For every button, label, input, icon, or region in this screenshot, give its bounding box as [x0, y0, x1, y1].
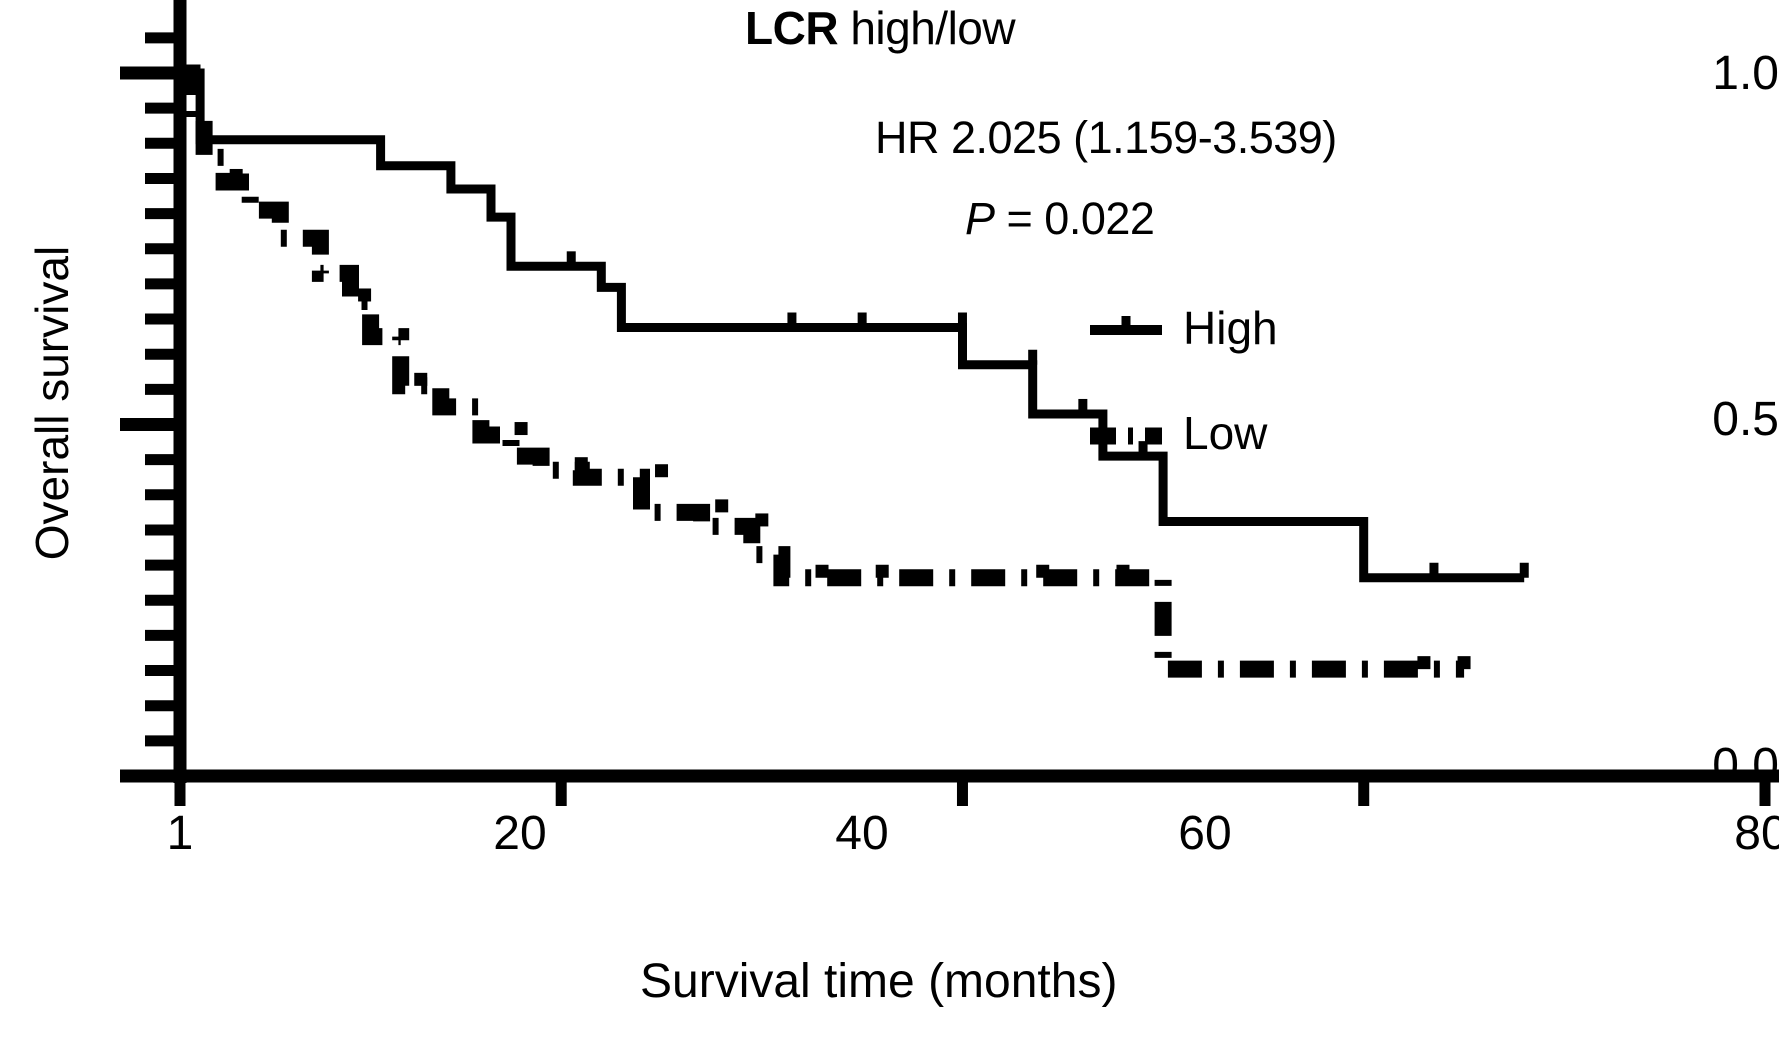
p-value-annotation: P = 0.022 — [965, 193, 1155, 244]
curve-high — [180, 68, 1525, 583]
legend-label-high: High — [1183, 302, 1278, 354]
x-tick-label-60: 60 — [1178, 807, 1232, 860]
y-tick-label-1: 1.0 — [1712, 47, 1779, 100]
series-high — [180, 68, 1529, 583]
chart-title: LCR high/low — [745, 2, 1016, 54]
x-tick-label-40: 40 — [835, 807, 889, 860]
y-minor-ticks — [145, 32, 186, 747]
x-major-ticks — [174, 776, 1771, 806]
x-tick-label-1: 1 — [166, 807, 194, 860]
y-tick-label-0-5: 0.5 — [1712, 393, 1779, 446]
curve-low — [180, 64, 1465, 678]
p-value-number: = 0.022 — [994, 193, 1155, 244]
chart-title-rest: high/low — [838, 2, 1016, 54]
chart-title-bold: LCR — [745, 2, 839, 54]
legend-swatches — [1090, 316, 1162, 445]
hazard-ratio-annotation: HR 2.025 (1.159-3.539) — [875, 112, 1337, 163]
x-axis-title: Survival time (months) — [640, 955, 1118, 1008]
series-low — [180, 64, 1471, 678]
series-group — [180, 64, 1529, 678]
p-symbol: P — [965, 193, 995, 244]
x-tick-label-80: 80 — [1734, 807, 1779, 860]
axis-group — [120, 0, 1779, 806]
x-tick-label-20: 20 — [493, 807, 547, 860]
legend-label-low: Low — [1183, 407, 1268, 459]
